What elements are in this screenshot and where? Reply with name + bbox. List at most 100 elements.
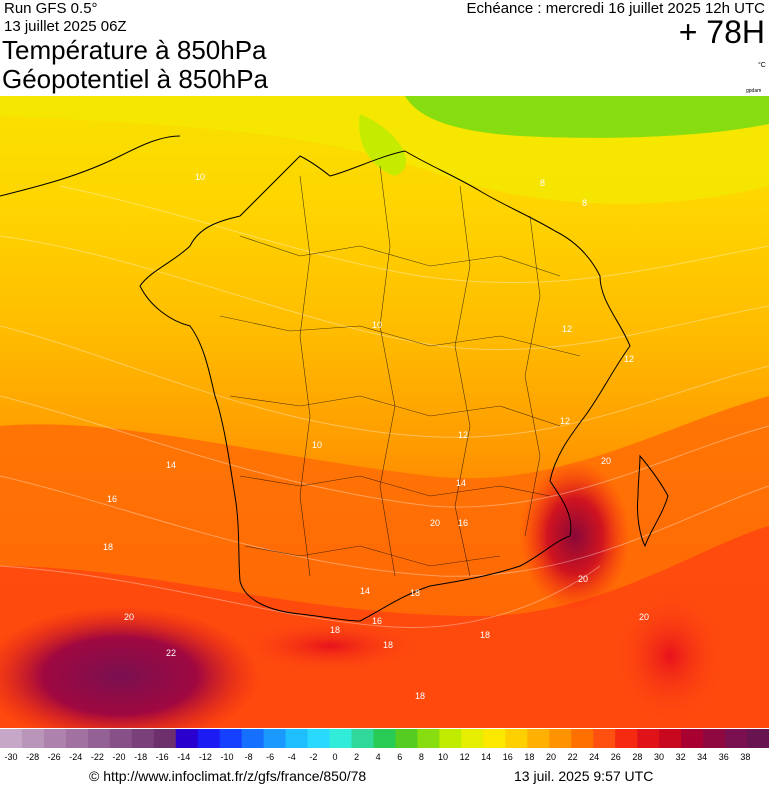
forecast-valid-time: Echéance : mercredi 16 juillet 2025 12h … [466,0,766,17]
isotherm-label: 20 [639,612,649,622]
unit-label: °C [758,62,766,69]
isotherm-label: 12 [458,430,468,440]
scale-tick-label: 26 [610,752,621,762]
isotherm-label: 20 [430,518,440,528]
scale-tick-label: -6 [266,752,275,762]
scale-tick-label: -12 [198,752,212,762]
scale-tick-label: 24 [589,752,600,762]
isotherm-label: 20 [124,612,134,622]
isotherm-label: 18 [410,588,420,598]
scale-tick-label: 16 [502,752,513,762]
scale-tick-label: 34 [697,752,708,762]
isotherm-label: 8 [582,198,587,208]
isotherm-label: 10 [312,440,322,450]
scale-swatch [263,729,287,748]
credit-label: gpdam [746,88,762,94]
scale-swatch [703,729,726,748]
scale-swatch [637,729,660,748]
map-title: Température à 850hPa [2,35,267,65]
scale-swatch [505,729,528,748]
map-subtitle: Géopotentiel à 850hPa [2,64,268,94]
source-url[interactable]: © http://www.infoclimat.fr/z/gfs/france/… [89,768,367,784]
isotherm-label: 16 [458,518,468,528]
scale-swatch [681,729,704,748]
scale-tick-label: -14 [177,752,191,762]
scale-tick-label: 38 [740,752,751,762]
scale-tick-label: -24 [69,752,83,762]
color-scale-bar [0,729,769,748]
scale-swatch [307,729,331,748]
scale-swatch [373,729,396,748]
scale-swatch [417,729,440,748]
scale-tick-label: 2 [354,752,360,762]
scale-tick-label: 30 [653,752,665,762]
scale-tick-label: 14 [481,752,492,762]
scale-swatch [219,729,243,748]
scale-tick-label: 0 [332,752,338,762]
isotherm-label: 12 [624,354,634,364]
run-date: 13 juillet 2025 06Z [4,18,127,35]
scale-tick-label: 12 [459,752,470,762]
scale-tick-label: 32 [675,752,686,762]
scale-swatch [439,729,462,748]
scale-tick-label: 10 [437,752,449,762]
scale-tick-label: -22 [90,752,104,762]
scale-swatch [241,729,265,748]
isotherm-labels: 10 8 8 10 12 12 14 16 18 20 22 20 18 16 14 12 10 12 14 16 18… [103,172,649,701]
scale-swatch [131,729,155,748]
isotherm-label: 20 [601,456,611,466]
scale-swatch [659,729,682,748]
isotherm-label: 18 [330,625,340,635]
scale-swatch [395,729,418,748]
isotherm-label: 20 [578,574,588,584]
isotherm-label: 8 [540,178,545,188]
isotherm-label: 18 [415,691,425,701]
scale-swatch [87,729,111,748]
isotherm-label: 18 [480,630,490,640]
scale-swatch [747,729,769,748]
scale-tick-label: -18 [134,752,148,762]
isotherm-label: 14 [166,460,176,470]
scale-tick-label: 4 [375,752,381,762]
scale-tick-label: -26 [47,752,61,762]
isotherm-label: 12 [560,416,570,426]
scale-tick-label: -4 [287,752,296,762]
scale-tick-label: 6 [397,752,403,762]
scale-tick-label: 20 [545,752,557,762]
scale-swatch [593,729,616,748]
scale-swatch [109,729,133,748]
color-scale-ticks: -30 -28 -26 -24 -22 -20 -18 -16 -14 -12 -10 -8 -6 -4-… [0,752,769,766]
scale-swatch [21,729,45,748]
scale-swatch [527,729,550,748]
scale-tick-label: -20 [112,752,126,762]
scale-tick-label: -16 [155,752,169,762]
scale-swatch [175,729,199,748]
scale-swatch [483,729,506,748]
isotherm-label: 18 [383,640,393,650]
scale-tick-label: 22 [567,752,578,762]
generation-timestamp: 13 juil. 2025 9:57 UTC [514,768,654,784]
scale-swatch [65,729,89,748]
isotherm-label: 10 [195,172,205,182]
isotherm-label: 12 [562,324,572,334]
isotherm-label: 16 [107,494,117,504]
isotherm-label: 14 [360,586,370,596]
scale-swatch [153,729,177,748]
scale-swatch [285,729,309,748]
scale-swatch [461,729,484,748]
scale-swatch [615,729,638,748]
scale-tick-label: -8 [244,752,253,762]
scale-swatch [571,729,594,748]
isotherm-label: 18 [103,542,113,552]
isotherm-label: 10 [372,320,382,330]
isotherm-label: 14 [456,478,466,488]
scale-tick-label: -10 [220,752,234,762]
scale-tick-label: -28 [26,752,40,762]
scale-tick-label: 8 [418,752,424,762]
scale-swatch [0,729,23,748]
isotherm-label: 22 [166,648,176,658]
scale-tick-label: -30 [4,752,18,762]
scale-swatch [549,729,572,748]
scale-swatch [329,729,353,748]
scale-tick-label: 28 [632,752,643,762]
